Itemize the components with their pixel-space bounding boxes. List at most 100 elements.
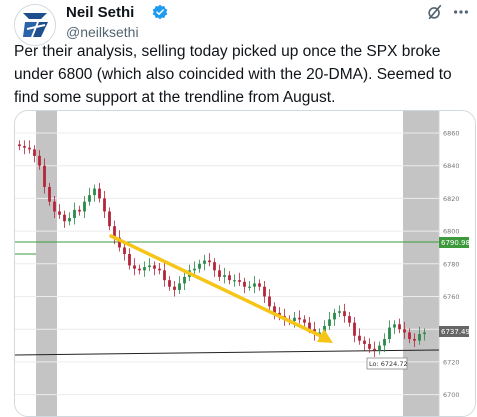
price-label: 6737.49 [441, 328, 470, 336]
candle [318, 332, 321, 335]
candle [83, 201, 86, 212]
candle [53, 201, 56, 212]
y-tick-label: 6840 [443, 162, 460, 170]
candle [268, 296, 271, 307]
candle [163, 270, 166, 281]
candle [218, 270, 221, 277]
candle [108, 211, 111, 227]
candle [328, 319, 331, 326]
y-tick-label: 6760 [443, 293, 460, 301]
candle [293, 317, 296, 322]
chart-image[interactable]: 686068406820680067806760674067206700 679… [14, 110, 476, 417]
y-tick-label: 6820 [443, 195, 460, 203]
candle [148, 265, 151, 268]
candle [408, 332, 411, 340]
candle [48, 186, 51, 202]
candle [203, 260, 206, 264]
candle [178, 283, 181, 290]
candle [138, 268, 141, 271]
candle [118, 237, 121, 248]
candle [358, 335, 361, 341]
low-label: Lo: 6724.72 [369, 360, 408, 368]
candle [33, 149, 36, 156]
price-label-box [439, 326, 469, 337]
candle [98, 188, 101, 199]
candle [173, 286, 176, 290]
candle [143, 267, 146, 271]
candle [383, 339, 386, 346]
low-label-box [366, 357, 408, 370]
candle [248, 286, 251, 288]
candle [93, 188, 96, 196]
candle [298, 317, 301, 320]
candle [238, 280, 241, 282]
avatar[interactable] [14, 4, 56, 46]
candle [353, 322, 356, 336]
candle [273, 306, 276, 313]
trendline [15, 349, 440, 356]
candle [58, 211, 61, 215]
y-tick-label: 6720 [443, 358, 460, 366]
price-chart: 686068406820680067806760674067206700 679… [15, 111, 475, 416]
level-label: 6790.98 [441, 239, 470, 247]
candle [418, 334, 421, 341]
tweet-text: Per their analysis, selling today picked… [14, 43, 452, 106]
candle [208, 260, 211, 263]
candle [388, 327, 391, 340]
candle [23, 146, 26, 148]
candle [18, 144, 21, 147]
candle [198, 263, 201, 269]
candle [103, 198, 106, 212]
candle [423, 332, 426, 335]
candle [223, 275, 226, 277]
candle [153, 265, 156, 269]
candle [308, 322, 311, 330]
candle [123, 247, 126, 254]
candle [133, 265, 136, 269]
candle [193, 268, 196, 271]
candle [38, 155, 41, 166]
trend-arrow-head [317, 329, 333, 343]
level-label-box [439, 237, 469, 248]
avatar-logo [15, 5, 55, 45]
candle [333, 312, 336, 320]
candle [403, 329, 406, 333]
grok-icon[interactable] [426, 3, 444, 21]
candle [68, 218, 71, 222]
candle [28, 147, 31, 150]
candle [338, 311, 341, 313]
candle [228, 275, 231, 281]
candle [88, 195, 91, 202]
candle [303, 319, 306, 323]
author-name[interactable]: Neil Sethi [66, 4, 135, 21]
candle [368, 343, 371, 349]
candle [78, 209, 81, 212]
candle [158, 268, 161, 271]
candle [243, 281, 246, 287]
candle [413, 339, 416, 341]
candle [213, 262, 216, 271]
trend-arrow-line [109, 234, 325, 339]
candle [258, 283, 261, 287]
candle [348, 316, 351, 323]
candle [343, 311, 346, 317]
candle [43, 165, 46, 187]
candle [363, 340, 366, 344]
author-handle[interactable]: @neilksethi [66, 24, 139, 40]
candle [233, 280, 236, 282]
y-tick-label: 6780 [443, 260, 460, 268]
y-tick-label: 6700 [443, 391, 460, 399]
candle [398, 324, 401, 330]
candle [113, 226, 116, 238]
candle [183, 276, 186, 284]
candle [263, 286, 266, 297]
candle [73, 209, 76, 219]
more-icon[interactable] [452, 3, 470, 21]
y-tick-label: 6800 [443, 228, 460, 236]
candle [253, 283, 256, 287]
verified-badge-icon [152, 4, 168, 20]
candle [63, 214, 66, 222]
candle [393, 324, 396, 328]
candle [373, 348, 376, 351]
y-tick-label: 6860 [443, 130, 460, 138]
